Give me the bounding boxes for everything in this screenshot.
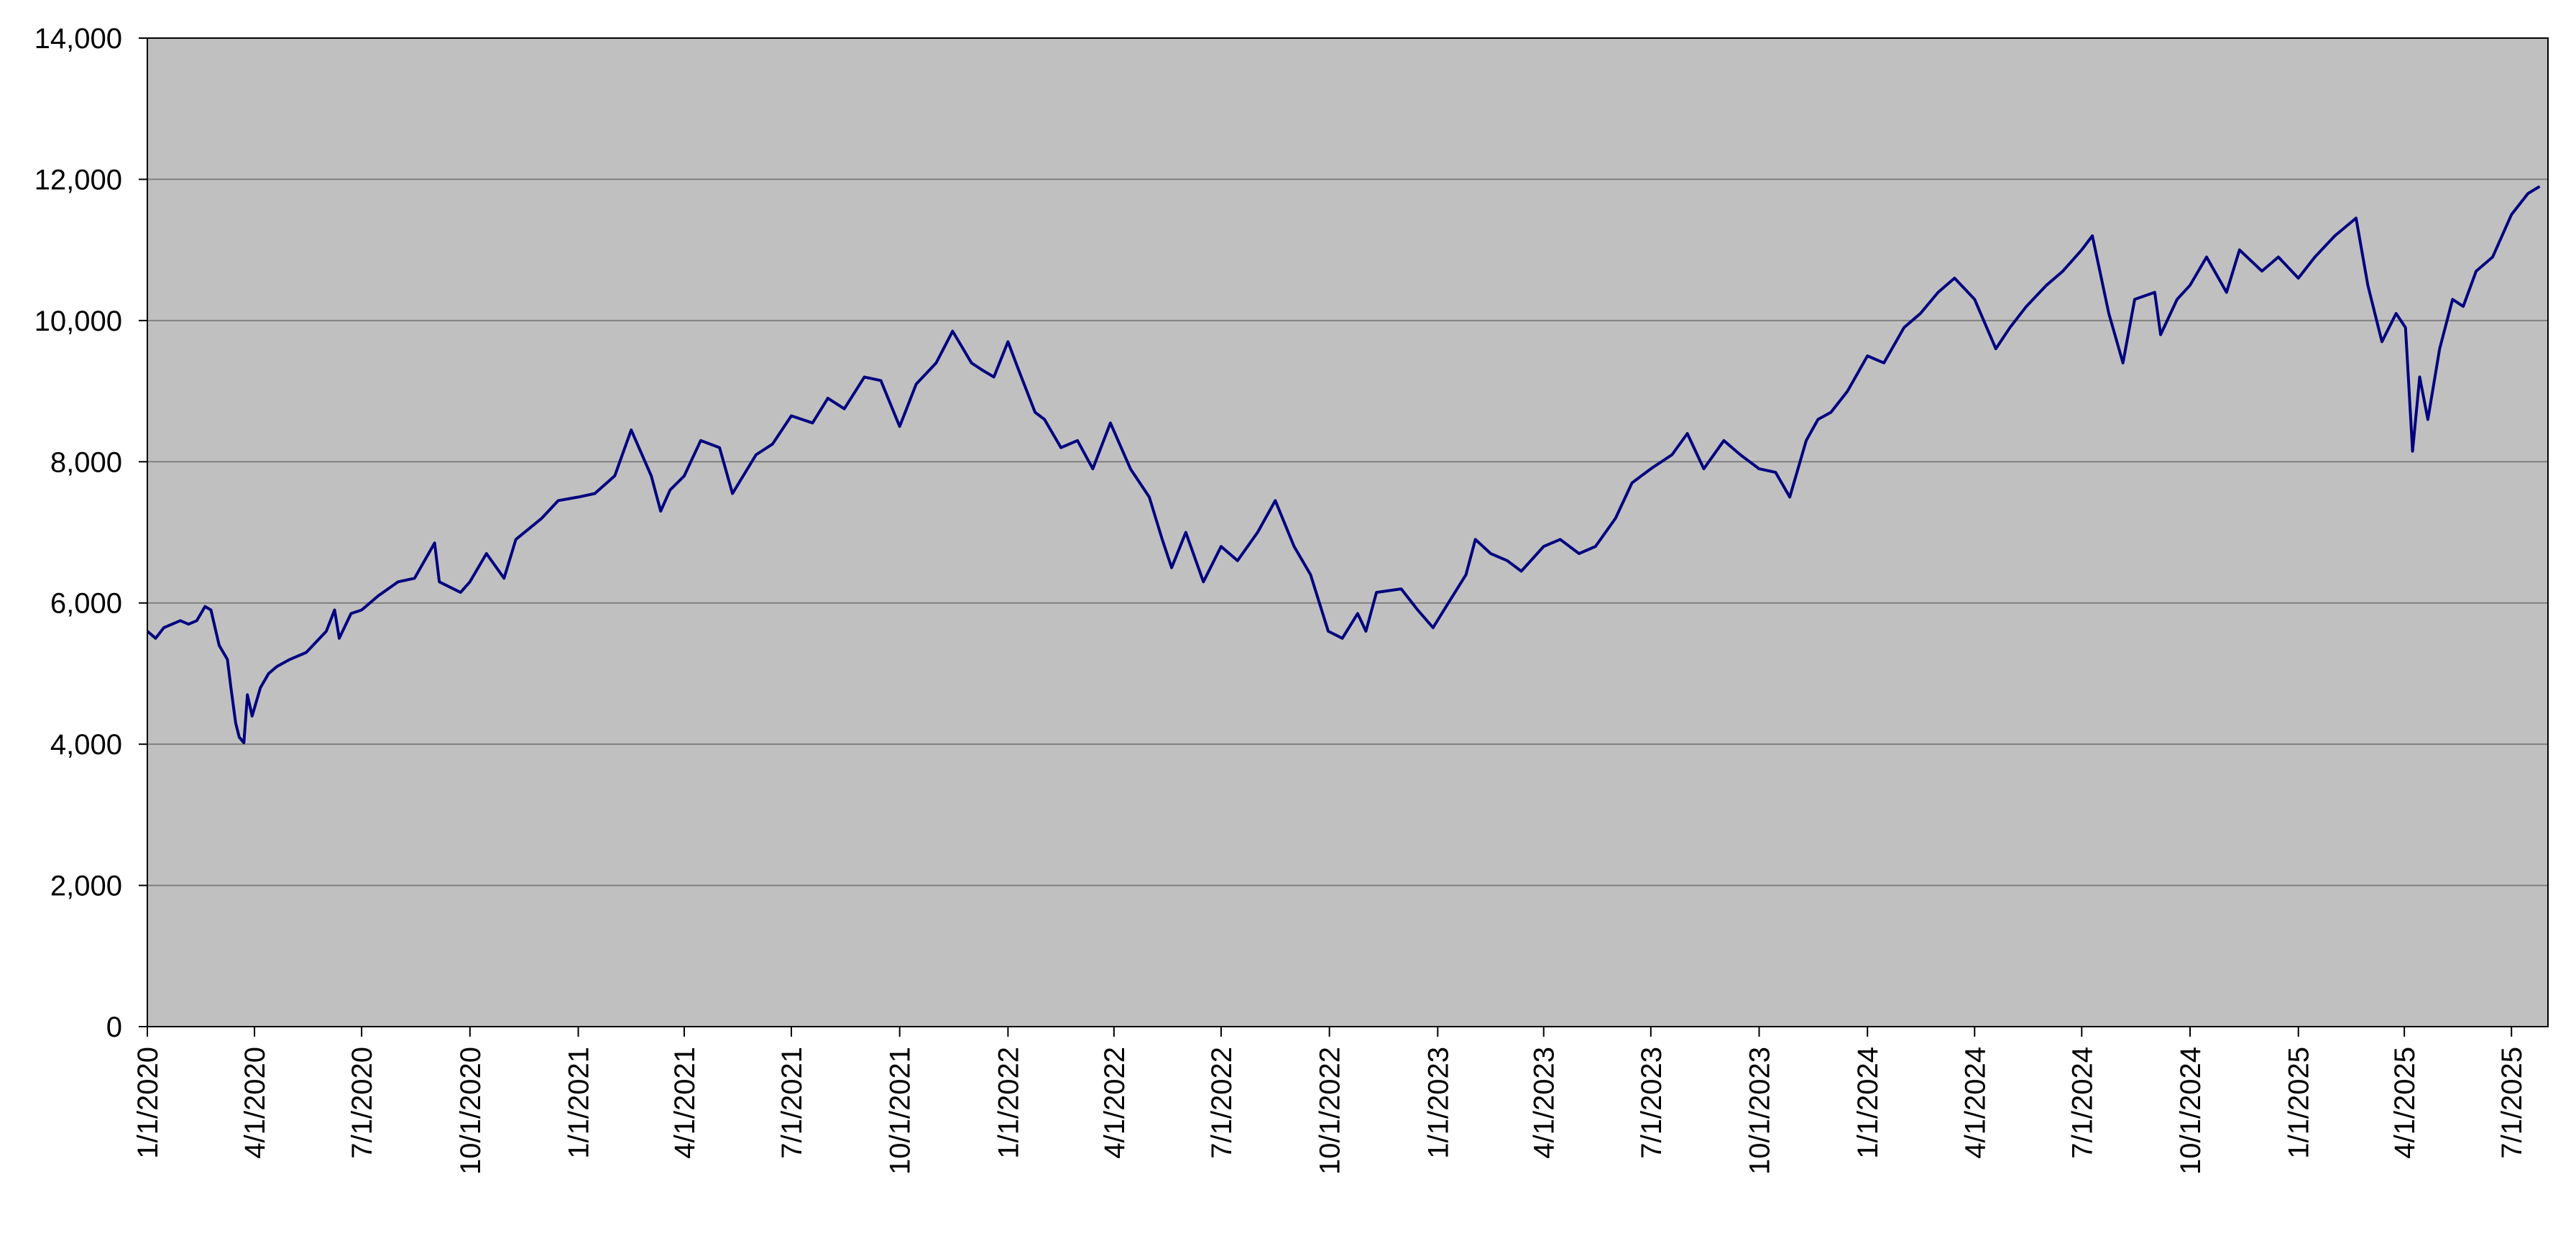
x-tick-label: 7/1/2020 [346,1047,378,1159]
x-tick-label: 4/1/2020 [239,1047,271,1159]
x-tick-label: 1/1/2023 [1422,1047,1454,1159]
y-axis: 0 2,000 4,000 6,000 8,000 10,000 12,000 14,000 [34,23,147,1043]
x-tick-label: 4/1/2022 [1099,1047,1131,1159]
x-tick-label: 7/1/2023 [1636,1047,1668,1159]
x-tick-label: 1/1/2025 [2283,1047,2315,1159]
x-tick-label: 10/1/2020 [455,1047,487,1175]
x-tick-label: 1/1/2020 [132,1047,164,1159]
plot-frame [147,37,2549,1027]
y-tick-label: 12,000 [34,164,122,196]
y-tick-label: 0 [106,1012,122,1043]
x-tick-label: 1/1/2021 [564,1047,595,1159]
y-tick-label: 8,000 [50,446,122,478]
y-tick-label: 14,000 [34,23,122,55]
y-tick-label: 10,000 [34,306,122,337]
x-tick-label: 7/1/2021 [776,1047,808,1159]
series-line [146,185,2541,745]
y-tick-label: 2,000 [50,871,122,902]
x-axis: 1/1/2020 4/1/2020 7/1/2020 10/1/2020 1/1/202… [132,1027,2528,1175]
plot-area [147,38,2548,1027]
x-tick-label: 1/1/2024 [1852,1047,1884,1159]
y-tick-label: 6,000 [50,588,122,620]
x-tick-label: 7/1/2024 [2066,1047,2098,1159]
x-tick-label: 4/1/2025 [2389,1047,2421,1159]
plot-background [147,38,2548,1027]
x-tick-label: 4/1/2021 [669,1047,701,1159]
x-tick-label: 10/1/2023 [1744,1047,1776,1175]
x-tick-label: 10/1/2021 [885,1047,916,1175]
x-tick-label: 10/1/2024 [2175,1047,2207,1175]
x-tick-label: 1/1/2022 [993,1047,1024,1159]
x-tick-label: 7/1/2025 [2496,1047,2528,1159]
x-tick-label: 7/1/2022 [1206,1047,1238,1159]
x-tick-label: 10/1/2022 [1315,1047,1346,1175]
y-tick-label: 4,000 [50,729,122,761]
x-tick-label: 4/1/2024 [1959,1047,1991,1159]
series-layer [146,185,2541,745]
x-tick-label: 4/1/2023 [1529,1047,1560,1159]
plot-border [147,37,2549,1027]
gridlines [147,178,2548,886]
